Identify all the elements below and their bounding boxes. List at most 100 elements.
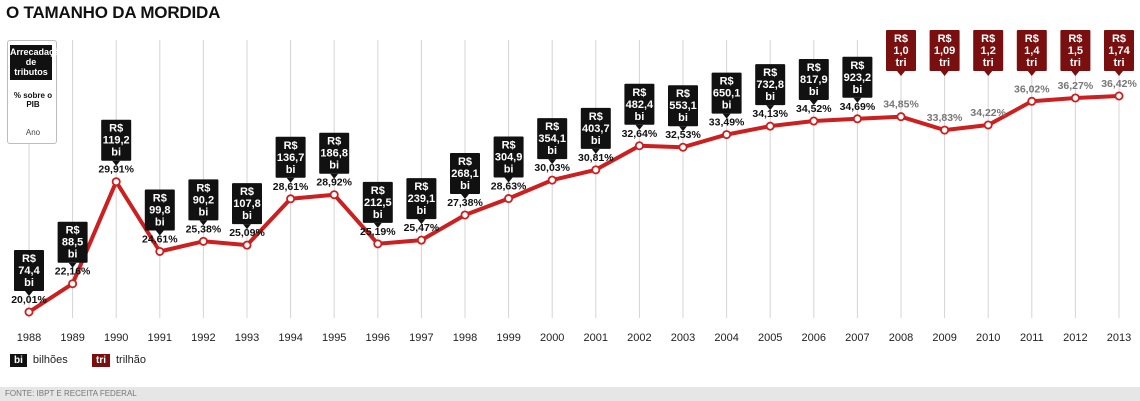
pct-label: 34,85% bbox=[883, 99, 919, 111]
revenue-box-pointer bbox=[809, 100, 818, 106]
revenue-box bbox=[275, 136, 306, 178]
x-tick-label: 1994 bbox=[278, 332, 302, 344]
data-point bbox=[460, 210, 470, 220]
pct-label: 30,81% bbox=[578, 152, 614, 164]
pct-label: 33,83% bbox=[927, 112, 963, 124]
revenue-value-text: tri bbox=[983, 57, 994, 69]
pct-label: 32,64% bbox=[622, 128, 658, 140]
revenue-box bbox=[624, 83, 655, 125]
revenue-value-text: bi bbox=[417, 205, 427, 217]
key-billion-swatch: bi bbox=[10, 354, 27, 367]
revenue-box bbox=[842, 56, 873, 98]
revenue-box-pointer bbox=[679, 126, 687, 132]
revenue-value-text: bi bbox=[504, 164, 514, 176]
data-point bbox=[634, 141, 644, 151]
revenue-value-text: 1,2 bbox=[981, 45, 996, 57]
revenue-value-text: bi bbox=[809, 86, 819, 98]
revenue-value-text: 186,8 bbox=[320, 148, 348, 160]
x-tick-label: 1999 bbox=[496, 332, 520, 344]
revenue-box-pointer bbox=[25, 291, 33, 296]
pct-label: 34,13% bbox=[752, 108, 788, 120]
x-tick-label: 1991 bbox=[148, 332, 172, 344]
revenue-value-text: 119,2 bbox=[103, 135, 130, 147]
revenue-value-text: R$ bbox=[720, 76, 734, 88]
revenue-value-text: R$ bbox=[807, 62, 821, 74]
tax-share-line bbox=[27, 94, 1120, 314]
data-point bbox=[24, 307, 34, 317]
revenue-value-text: R$ bbox=[894, 33, 908, 45]
pct-label: 25,47% bbox=[404, 222, 440, 234]
pct-label: 36,02% bbox=[1014, 83, 1050, 95]
x-tick-label: 1997 bbox=[409, 332, 433, 344]
revenue-value-text: bi bbox=[155, 216, 165, 228]
revenue-value-text: R$ bbox=[1112, 33, 1126, 45]
pct-label: 33,49% bbox=[709, 117, 745, 129]
key-billion-label: bilhões bbox=[32, 354, 68, 366]
x-tick-label: 2008 bbox=[889, 332, 913, 344]
revenue-value-text: bi bbox=[765, 91, 775, 103]
revenue-value-text: R$ bbox=[589, 111, 603, 123]
revenue-box-pointer bbox=[330, 173, 339, 179]
revenue-box-pointer bbox=[112, 160, 121, 166]
x-tick-label: 1988 bbox=[17, 332, 41, 344]
data-point bbox=[155, 246, 165, 256]
revenue-value-text: R$ bbox=[109, 123, 123, 135]
revenue-box bbox=[1104, 30, 1134, 71]
data-point bbox=[1114, 91, 1124, 101]
revenue-box-pointer bbox=[417, 219, 426, 225]
data-point bbox=[373, 239, 383, 249]
revenue-box-pointer bbox=[766, 105, 775, 111]
legend-tag-line-2: de bbox=[25, 57, 37, 67]
revenue-value-text: R$ bbox=[1068, 33, 1082, 45]
revenue-value-text: R$ bbox=[458, 156, 472, 168]
revenue-value-text: R$ bbox=[196, 182, 210, 194]
revenue-value-text: 923,2 bbox=[844, 72, 872, 84]
data-point bbox=[983, 120, 993, 130]
legend-pct-label: % sobre o PIB bbox=[13, 91, 53, 109]
revenue-value-text: bi bbox=[722, 100, 732, 112]
revenue-box bbox=[886, 30, 916, 71]
revenue-value-text: 354,1 bbox=[538, 133, 566, 145]
key-billion: bi bilhões bbox=[10, 354, 68, 367]
x-tick-label: 2011 bbox=[1020, 332, 1044, 344]
pct-label: 29,91% bbox=[98, 164, 134, 176]
revenue-value-text: bi bbox=[678, 112, 688, 124]
revenue-value-text: R$ bbox=[1025, 33, 1039, 45]
revenue-value-text: R$ bbox=[66, 225, 80, 237]
revenue-value-text: tri bbox=[1026, 57, 1037, 69]
revenue-value-text: 99,8 bbox=[149, 204, 170, 216]
x-tick-label: 2013 bbox=[1107, 332, 1131, 344]
revenue-box-pointer bbox=[68, 262, 77, 268]
revenue-value-text: 88,5 bbox=[62, 237, 83, 249]
revenue-value-text: 90,2 bbox=[193, 194, 214, 206]
chart-title: O TAMANHO DA MORDIDA bbox=[6, 3, 221, 22]
pct-label: 28,92% bbox=[316, 177, 352, 189]
revenue-box-pointer bbox=[722, 113, 731, 119]
revenue-box bbox=[1016, 30, 1047, 71]
revenue-value-text: bi bbox=[24, 277, 34, 289]
revenue-value-text: 268,1 bbox=[451, 168, 479, 180]
revenue-value-text: 1,0 bbox=[893, 45, 908, 57]
revenue-value-text: bi bbox=[199, 206, 209, 218]
legend-tag-line-3: tributos bbox=[14, 67, 48, 77]
revenue-box bbox=[362, 181, 393, 223]
revenue-value-text: 239,1 bbox=[408, 193, 436, 205]
key-trillion: tri trilhão bbox=[92, 354, 146, 367]
revenue-value-text: 817,9 bbox=[800, 74, 828, 86]
revenue-value-text: 212,5 bbox=[364, 197, 392, 209]
x-tick-label: 2007 bbox=[845, 332, 869, 344]
revenue-value-text: R$ bbox=[371, 185, 385, 197]
revenue-value-text: 74,4 bbox=[18, 265, 40, 277]
x-tick-label: 1996 bbox=[366, 332, 390, 344]
pct-label: 30,03% bbox=[534, 162, 570, 174]
pct-label: 34,52% bbox=[796, 103, 832, 115]
x-tick-label: 1990 bbox=[104, 332, 128, 344]
pct-label: 25,09% bbox=[229, 227, 265, 239]
revenue-box bbox=[929, 30, 960, 71]
revenue-value-text: tri bbox=[1070, 57, 1081, 69]
data-point bbox=[111, 177, 121, 187]
revenue-value-text: bi bbox=[111, 147, 121, 159]
revenue-box bbox=[711, 72, 742, 114]
revenue-value-text: 553,1 bbox=[669, 100, 697, 112]
pct-label: 25,19% bbox=[360, 226, 396, 238]
